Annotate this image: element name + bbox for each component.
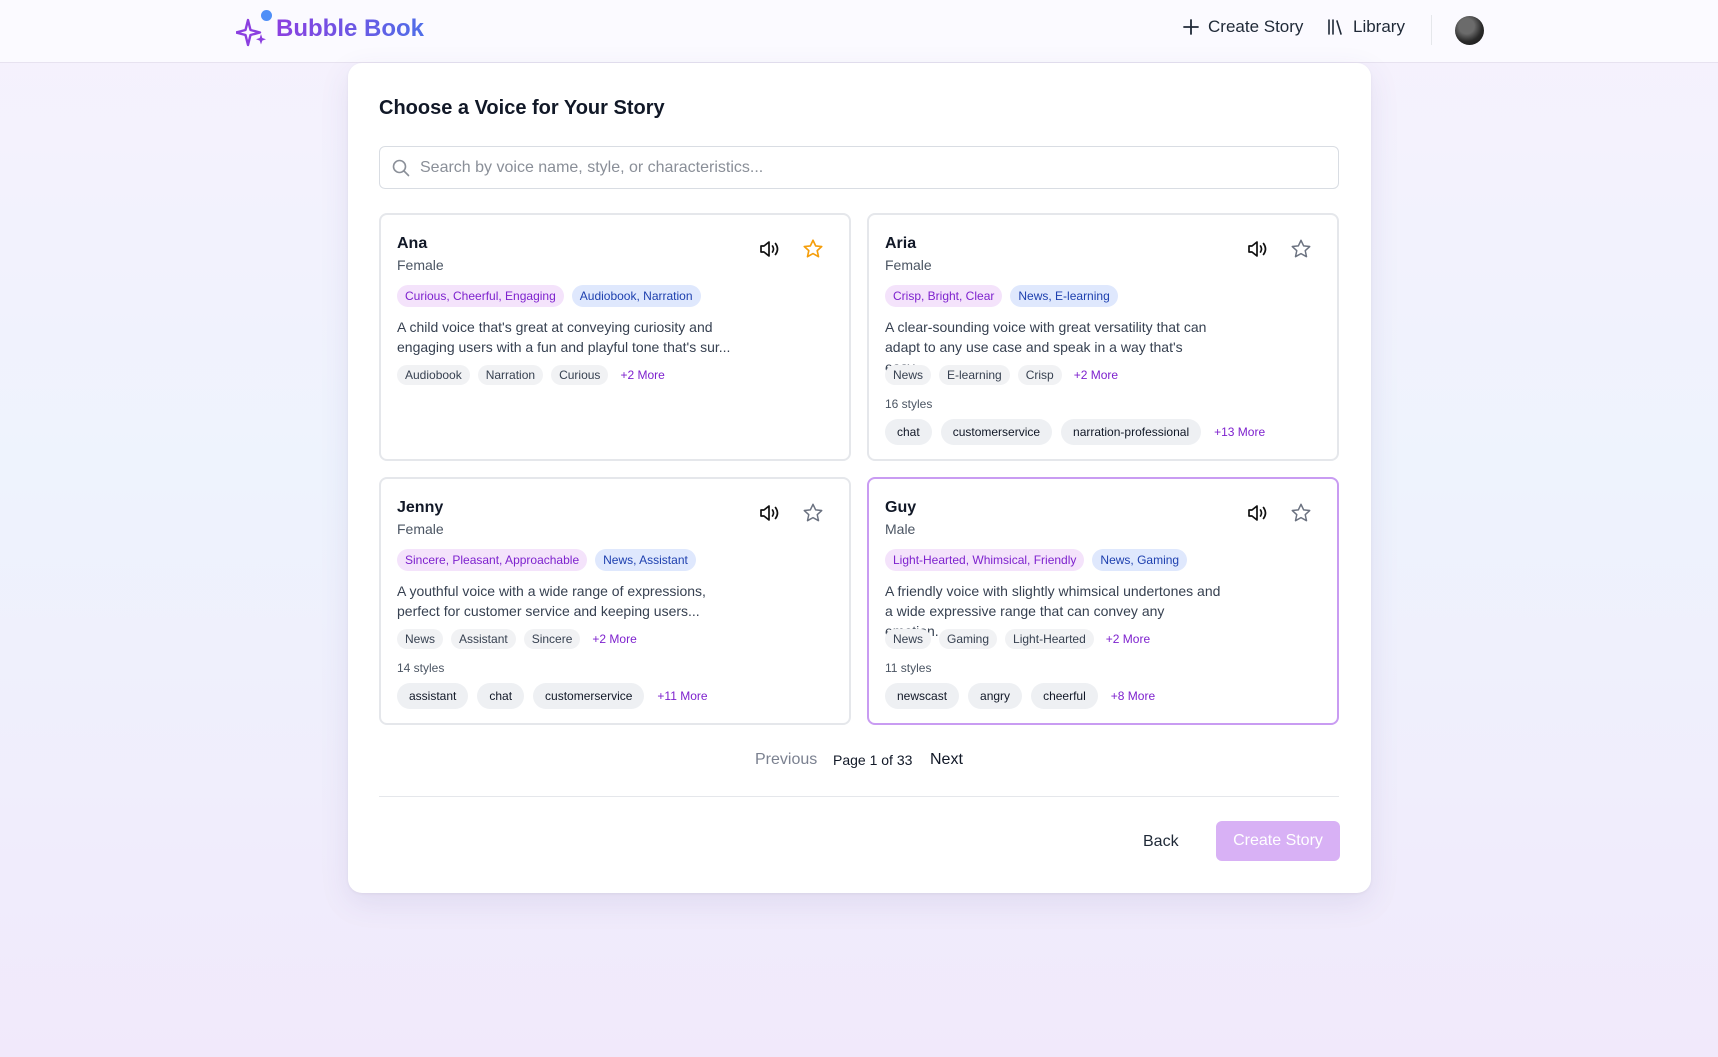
voice-description: A youthful voice with a wide range of ex… xyxy=(397,583,706,619)
favorite-star-icon[interactable] xyxy=(1290,238,1312,265)
tag: Curious xyxy=(551,365,609,385)
style-chip[interactable]: customerservice xyxy=(940,419,1053,445)
style-list: newscast angry cheerful +8 More xyxy=(885,683,1155,709)
search-icon xyxy=(392,159,410,176)
tag: E-learning xyxy=(939,365,1010,385)
nav-library-label: Library xyxy=(1353,17,1405,36)
speaker-icon[interactable] xyxy=(759,503,781,528)
back-button[interactable]: Back xyxy=(1143,833,1179,850)
trait-chips: Sincere, Pleasant, Approachable News, As… xyxy=(397,549,696,571)
tags-more-link[interactable]: +2 More xyxy=(1105,632,1151,646)
traits-chip: Crisp, Bright, Clear xyxy=(885,285,1003,307)
page-title: Choose a Voice for Your Story xyxy=(379,97,665,119)
voice-gender: Female xyxy=(885,257,932,273)
nav-library[interactable]: Library xyxy=(1327,17,1405,37)
voice-card-guy[interactable]: Guy Male Light-Hearted, Whimsical, Frien… xyxy=(867,477,1339,725)
style-chip[interactable]: newscast xyxy=(885,683,960,709)
nav-create-story[interactable]: Create Story xyxy=(1182,17,1303,37)
styles-count: 14 styles xyxy=(397,661,445,675)
tag: Audiobook xyxy=(397,365,470,385)
speaker-icon[interactable] xyxy=(1247,239,1269,264)
voice-description: A clear-sounding voice with great versat… xyxy=(885,319,1207,375)
favorite-star-icon[interactable] xyxy=(1290,502,1312,529)
styles-count: 11 styles xyxy=(885,661,932,675)
voice-description: A child voice that's great at conveying … xyxy=(397,319,731,355)
voice-name: Ana xyxy=(397,235,428,252)
voice-gender: Male xyxy=(885,521,916,537)
previous-page-button[interactable]: Previous xyxy=(755,751,818,768)
styles-more-link[interactable]: +11 More xyxy=(657,689,708,703)
footer-divider xyxy=(379,796,1339,797)
voice-card-jenny[interactable]: Jenny Female Sincere, Pleasant, Approach… xyxy=(379,477,851,725)
style-chip[interactable]: chat xyxy=(885,419,932,445)
style-chip[interactable]: narration-professional xyxy=(1061,419,1202,445)
voice-name: Guy xyxy=(885,499,917,516)
trait-chips: Curious, Cheerful, Engaging Audiobook, N… xyxy=(397,285,701,307)
categories-chip: News, Gaming xyxy=(1092,549,1188,571)
search-bar xyxy=(379,146,1339,189)
next-page-button[interactable]: Next xyxy=(930,751,963,768)
page-indicator: Page 1 of 33 xyxy=(833,752,913,768)
favorite-star-icon[interactable] xyxy=(802,238,824,265)
speaker-icon[interactable] xyxy=(1247,503,1269,528)
brand-logo[interactable]: Bubble Book xyxy=(234,10,424,48)
nav-create-story-label: Create Story xyxy=(1208,17,1304,36)
voice-selection-card: Choose a Voice for Your Story Ana Female… xyxy=(348,63,1371,893)
tag-list: News E-learning Crisp +2 More xyxy=(885,365,1118,385)
style-list: chat customerservice narration-professio… xyxy=(885,419,1265,445)
tag: Narration xyxy=(477,365,544,385)
tag: Light-Hearted xyxy=(1005,629,1094,649)
search-input[interactable] xyxy=(420,158,1300,177)
categories-chip: Audiobook, Narration xyxy=(571,285,701,307)
voice-card-aria[interactable]: Aria Female Crisp, Bright, Clear News, E… xyxy=(867,213,1339,461)
tag: Crisp xyxy=(1017,365,1062,385)
voice-card-ana[interactable]: Ana Female Curious, Cheerful, Engaging A… xyxy=(379,213,851,461)
nav-divider xyxy=(1431,15,1432,45)
create-story-button[interactable]: Create Story xyxy=(1216,821,1340,861)
library-icon xyxy=(1328,19,1342,35)
voice-gender: Female xyxy=(397,257,444,273)
style-chip[interactable]: cheerful xyxy=(1031,683,1098,709)
categories-chip: News, E-learning xyxy=(1010,285,1118,307)
tag: Assistant xyxy=(451,629,516,649)
tag: News xyxy=(885,629,932,649)
traits-chip: Sincere, Pleasant, Approachable xyxy=(397,549,588,571)
style-chip[interactable]: angry xyxy=(968,683,1023,709)
avatar[interactable] xyxy=(1455,16,1484,45)
style-list: assistant chat customerservice +11 More xyxy=(397,683,708,709)
sparkles-icon xyxy=(234,10,272,48)
trait-chips: Light-Hearted, Whimsical, Friendly News,… xyxy=(885,549,1188,571)
tags-more-link[interactable]: +2 More xyxy=(1073,368,1119,382)
favorite-star-icon[interactable] xyxy=(802,502,824,529)
voice-name: Aria xyxy=(885,235,917,252)
tag-list: News Assistant Sincere +2 More xyxy=(397,629,637,649)
voice-name: Jenny xyxy=(397,499,444,516)
top-bar: Bubble Book Create Story Library xyxy=(0,0,1718,63)
style-chip[interactable]: assistant xyxy=(397,683,469,709)
plus-icon xyxy=(1183,19,1199,35)
styles-count: 16 styles xyxy=(885,397,933,411)
style-chip[interactable]: chat xyxy=(477,683,525,709)
categories-chip: News, Assistant xyxy=(595,549,696,571)
traits-chip: Light-Hearted, Whimsical, Friendly xyxy=(885,549,1085,571)
tags-more-link[interactable]: +2 More xyxy=(620,368,665,382)
brand-dot xyxy=(261,10,272,21)
tags-more-link[interactable]: +2 More xyxy=(592,632,637,646)
voice-gender: Female xyxy=(397,521,444,537)
tag: Gaming xyxy=(939,629,998,649)
style-chip[interactable]: customerservice xyxy=(533,683,645,709)
tag-list: News Gaming Light-Hearted +2 More xyxy=(885,629,1150,649)
pagination: Previous Page 1 of 33 Next xyxy=(348,751,1371,771)
speaker-icon[interactable] xyxy=(759,239,781,264)
tag: News xyxy=(885,365,932,385)
styles-more-link[interactable]: +13 More xyxy=(1214,425,1266,439)
tag: Sincere xyxy=(523,629,581,649)
trait-chips: Crisp, Bright, Clear News, E-learning xyxy=(885,285,1118,307)
tag: News xyxy=(397,629,444,649)
brand-name: Bubble Book xyxy=(276,15,424,42)
traits-chip: Curious, Cheerful, Engaging xyxy=(397,285,564,307)
styles-more-link[interactable]: +8 More xyxy=(1110,689,1156,703)
tag-list: Audiobook Narration Curious +2 More xyxy=(397,365,665,385)
